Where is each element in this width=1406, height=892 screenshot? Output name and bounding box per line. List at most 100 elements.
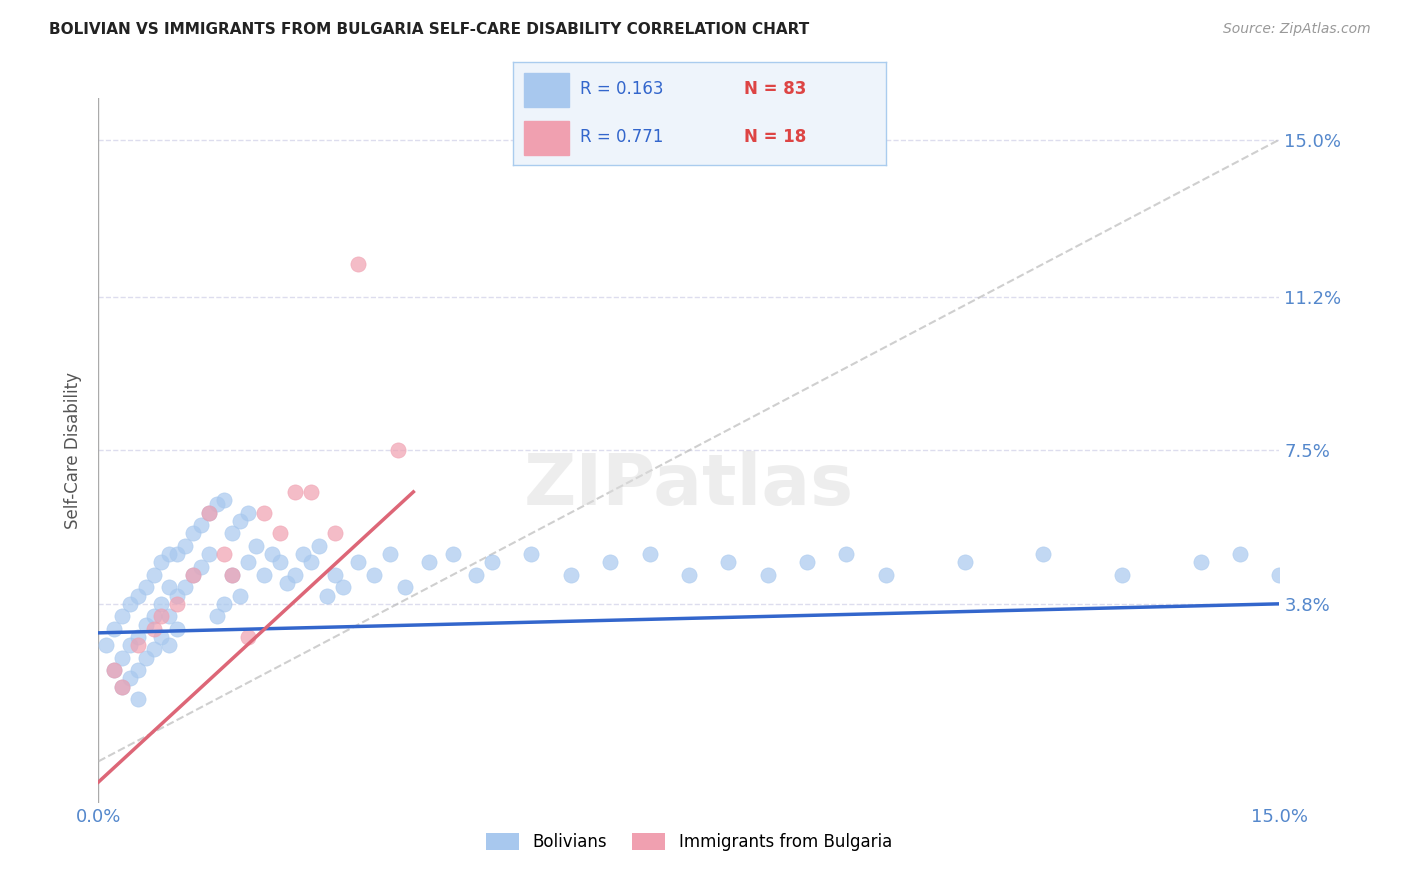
Point: [796, 555, 818, 569]
Point: [142, 609, 165, 624]
Point: [190, 518, 212, 533]
Point: [127, 663, 149, 677]
Point: [135, 580, 157, 594]
Point: [292, 547, 315, 561]
Point: [284, 567, 307, 582]
Point: [111, 680, 134, 694]
Point: [1111, 567, 1133, 582]
Point: [142, 567, 165, 582]
Point: [229, 589, 252, 603]
Point: [150, 630, 173, 644]
Point: [756, 567, 779, 582]
Point: [221, 526, 243, 541]
Point: [269, 526, 291, 541]
Point: [103, 663, 125, 677]
Point: [127, 630, 149, 644]
Point: [875, 567, 897, 582]
Point: [363, 567, 385, 582]
Point: [1229, 547, 1251, 561]
Point: [142, 622, 165, 636]
Point: [214, 493, 236, 508]
Text: Source: ZipAtlas.com: Source: ZipAtlas.com: [1223, 22, 1371, 37]
Point: [1268, 567, 1291, 582]
Point: [118, 597, 141, 611]
Point: [308, 539, 330, 553]
Point: [599, 555, 621, 569]
Point: [103, 663, 125, 677]
Point: [127, 638, 149, 652]
Point: [214, 547, 236, 561]
Point: [221, 567, 243, 582]
Point: [253, 506, 276, 520]
Point: [236, 630, 259, 644]
Point: [560, 567, 582, 582]
Point: [276, 576, 298, 591]
Point: [111, 609, 134, 624]
Point: [118, 638, 141, 652]
Point: [323, 526, 346, 541]
Text: BOLIVIAN VS IMMIGRANTS FROM BULGARIA SELF-CARE DISABILITY CORRELATION CHART: BOLIVIAN VS IMMIGRANTS FROM BULGARIA SEL…: [49, 22, 810, 37]
Point: [157, 547, 180, 561]
Point: [1189, 555, 1212, 569]
Point: [150, 597, 173, 611]
Text: ZIPatlas: ZIPatlas: [524, 451, 853, 520]
Point: [197, 506, 219, 520]
Point: [166, 622, 188, 636]
Point: [299, 484, 322, 499]
Point: [135, 650, 157, 665]
Point: [214, 597, 236, 611]
Point: [717, 555, 740, 569]
Point: [127, 589, 149, 603]
Point: [181, 526, 204, 541]
Point: [190, 559, 212, 574]
Point: [166, 589, 188, 603]
Point: [1032, 547, 1054, 561]
Point: [197, 547, 219, 561]
Y-axis label: Self-Care Disability: Self-Care Disability: [65, 372, 83, 529]
Point: [150, 555, 173, 569]
Point: [142, 642, 165, 657]
Point: [118, 672, 141, 686]
Point: [197, 506, 219, 520]
Text: N = 83: N = 83: [744, 80, 807, 98]
Point: [835, 547, 858, 561]
Point: [236, 506, 259, 520]
Point: [441, 547, 464, 561]
Point: [174, 539, 197, 553]
Text: R = 0.771: R = 0.771: [581, 128, 664, 146]
Point: [157, 609, 180, 624]
Text: R = 0.163: R = 0.163: [581, 80, 664, 98]
Point: [465, 567, 488, 582]
Point: [299, 555, 322, 569]
Legend: Bolivians, Immigrants from Bulgaria: Bolivians, Immigrants from Bulgaria: [479, 826, 898, 858]
FancyBboxPatch shape: [524, 73, 569, 106]
Point: [174, 580, 197, 594]
Point: [181, 567, 204, 582]
Point: [481, 555, 503, 569]
Point: [347, 555, 370, 569]
Point: [205, 497, 228, 511]
Point: [347, 257, 370, 271]
Point: [166, 597, 188, 611]
Point: [520, 547, 543, 561]
Point: [284, 484, 307, 499]
Point: [378, 547, 401, 561]
Point: [205, 609, 228, 624]
Point: [135, 617, 157, 632]
Point: [253, 567, 276, 582]
Point: [229, 514, 252, 528]
Point: [678, 567, 700, 582]
Point: [157, 638, 180, 652]
Point: [315, 589, 337, 603]
Point: [166, 547, 188, 561]
Point: [111, 650, 134, 665]
Point: [387, 443, 409, 458]
Point: [418, 555, 440, 569]
Point: [221, 567, 243, 582]
Point: [236, 555, 259, 569]
Point: [157, 580, 180, 594]
Text: N = 18: N = 18: [744, 128, 807, 146]
Point: [332, 580, 354, 594]
Point: [394, 580, 416, 594]
Point: [150, 609, 173, 624]
